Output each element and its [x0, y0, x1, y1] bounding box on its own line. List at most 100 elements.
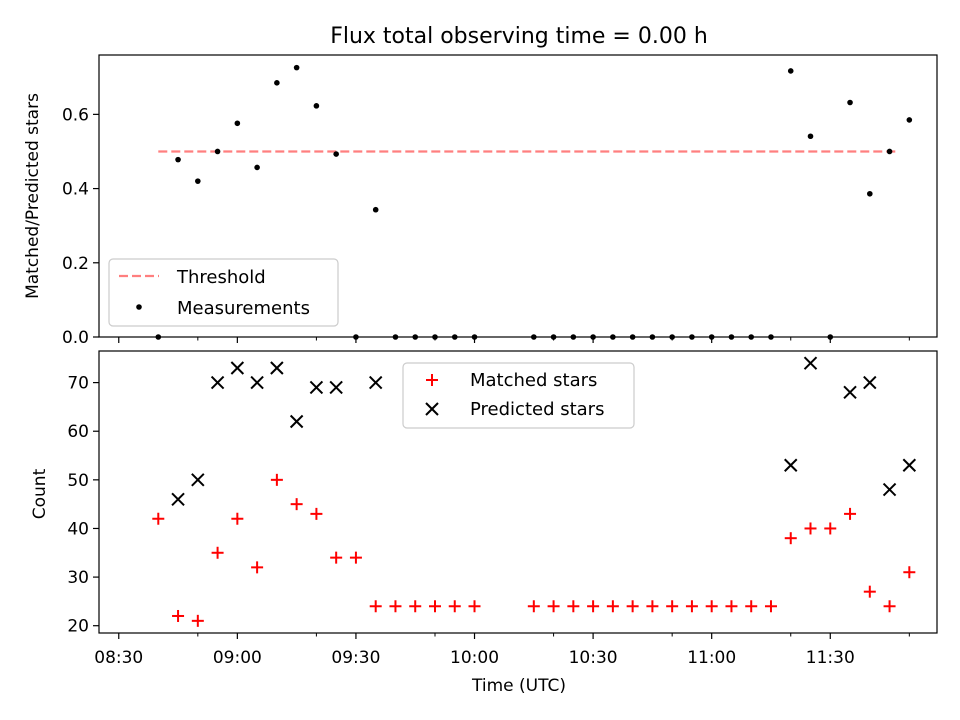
- y-tick-label: 0.6: [62, 105, 89, 125]
- matched-stars-point: [369, 600, 382, 613]
- predicted-stars-point: [902, 458, 917, 472]
- y-tick-label: 20: [67, 617, 89, 637]
- predicted-stars-point: [210, 375, 225, 390]
- matched-stars-point: [251, 561, 264, 574]
- measurements-point: [175, 156, 181, 163]
- predicted-stars-point: [270, 361, 284, 375]
- top-legend-box: [108, 258, 339, 327]
- matched-stars-point: [764, 600, 777, 613]
- measurements-point: [195, 178, 201, 184]
- measurements-point: [234, 120, 241, 127]
- predicted-stars-point: [230, 361, 245, 375]
- matched-stars-point: [152, 512, 165, 525]
- y-tick-label: 70: [67, 374, 89, 394]
- x-tick-label: 11:00: [687, 648, 736, 668]
- top-panel-data: [155, 64, 913, 340]
- predicted-stars-point: [803, 356, 818, 370]
- x-tick-label: 09:00: [213, 648, 262, 668]
- y-tick-label: 40: [67, 519, 89, 539]
- matched-stars-point: [310, 507, 323, 520]
- bottom-legend-box: [402, 362, 635, 429]
- x-tick-label: 09:30: [331, 648, 380, 668]
- matched-stars-point: [725, 600, 738, 613]
- matched-stars-point: [330, 551, 343, 564]
- predicted-legend-marker: [425, 402, 439, 416]
- predicted-stars-point: [882, 482, 897, 497]
- y-tick-label: 0.0: [62, 328, 89, 348]
- matched-stars-point: [745, 600, 758, 613]
- matched-stars-point: [389, 600, 402, 613]
- top-panel-frame: [98, 54, 938, 338]
- measurements-point: [254, 164, 260, 171]
- measurements-point: [847, 99, 853, 106]
- predicted-stars-point: [191, 473, 205, 487]
- matched-stars-point: [191, 614, 204, 627]
- bottom-y-axis-label: Count: [30, 468, 50, 519]
- top-y-axis-label: Matched/Predicted stars: [23, 93, 43, 299]
- matched-stars-point: [428, 600, 441, 613]
- matched-stars-point: [784, 532, 797, 545]
- matched-stars-point: [646, 600, 659, 613]
- matched-stars-point: [468, 600, 481, 613]
- matched-stars-point: [172, 609, 185, 622]
- matched-stars-point: [409, 600, 422, 613]
- matched-stars-point: [685, 600, 698, 613]
- chart-title: Flux total observing time = 0.00 h: [330, 24, 708, 49]
- top-panel: 0.0 0.2 0.4 0.6 Matched/Predicted stars Thr…: [23, 54, 938, 348]
- matched-stars-point: [705, 600, 718, 613]
- x-axis-label: Time (UTC): [471, 676, 566, 696]
- top-y-ticks: 0.0 0.2 0.4 0.6: [62, 105, 99, 348]
- matched-stars-point: [666, 600, 679, 613]
- matched-stars-point: [863, 585, 876, 598]
- measurements-point: [274, 80, 280, 86]
- matched-legend-marker: [426, 374, 438, 386]
- top-x-ticks: [118, 337, 910, 343]
- bottom-panel: 20 30 40 50 60 70 08:30 09:00 09:30 10:00 10:30 11…: [30, 350, 938, 696]
- y-tick-label: 0.2: [62, 254, 89, 274]
- measurements-point: [886, 148, 893, 155]
- x-tick-label: 10:30: [569, 648, 618, 668]
- measurements-point: [214, 148, 221, 155]
- matched-stars-point: [844, 507, 857, 520]
- measurements-point: [787, 68, 794, 74]
- matched-stars-point: [824, 522, 837, 535]
- measurements-point: [333, 151, 339, 157]
- predicted-stars-point: [329, 380, 343, 395]
- matched-stars-point: [231, 512, 244, 525]
- measurements-point: [867, 190, 873, 197]
- matched-stars-point: [448, 600, 461, 613]
- y-tick-label: 30: [67, 568, 89, 588]
- bottom-panel-frame: [98, 350, 938, 634]
- y-tick-label: 50: [67, 471, 89, 491]
- top-legend[interactable]: Threshold Measurements: [108, 258, 339, 327]
- predicted-stars-point: [250, 375, 264, 390]
- matched-stars-point: [211, 546, 224, 559]
- matched-stars-point: [804, 522, 817, 535]
- x-tick-label: 11:30: [806, 648, 855, 668]
- bottom-y-ticks: 20 30 40 50 60 70: [67, 374, 99, 637]
- matched-legend-label: Matched stars: [470, 370, 597, 391]
- measurements-legend-marker: [136, 304, 142, 310]
- x-tick-label: 10:00: [450, 648, 499, 668]
- measurements-point: [372, 206, 379, 213]
- matched-stars-point: [606, 600, 619, 613]
- predicted-stars-point: [309, 380, 324, 395]
- matched-stars-point: [883, 600, 896, 613]
- matched-stars-point: [270, 473, 283, 486]
- predicted-stars-point: [289, 414, 304, 429]
- predicted-stars-point: [863, 375, 877, 390]
- matched-stars-point: [527, 600, 540, 613]
- matched-stars-point: [626, 600, 639, 613]
- matched-stars-point: [547, 600, 560, 613]
- predicted-stars-point: [784, 458, 798, 472]
- predicted-stars-point: [368, 375, 383, 390]
- y-tick-label: 0.4: [62, 180, 89, 200]
- bottom-x-ticks: 08:30 09:00 09:30 10:00 10:30 11:00 11:30: [94, 633, 910, 668]
- bottom-legend[interactable]: Matched stars Predicted stars: [402, 362, 635, 429]
- predicted-stars-point: [171, 492, 185, 507]
- matched-stars-point: [567, 600, 580, 613]
- matched-stars-point: [290, 498, 303, 511]
- measurements-point: [906, 117, 913, 123]
- matched-stars-point: [903, 566, 916, 579]
